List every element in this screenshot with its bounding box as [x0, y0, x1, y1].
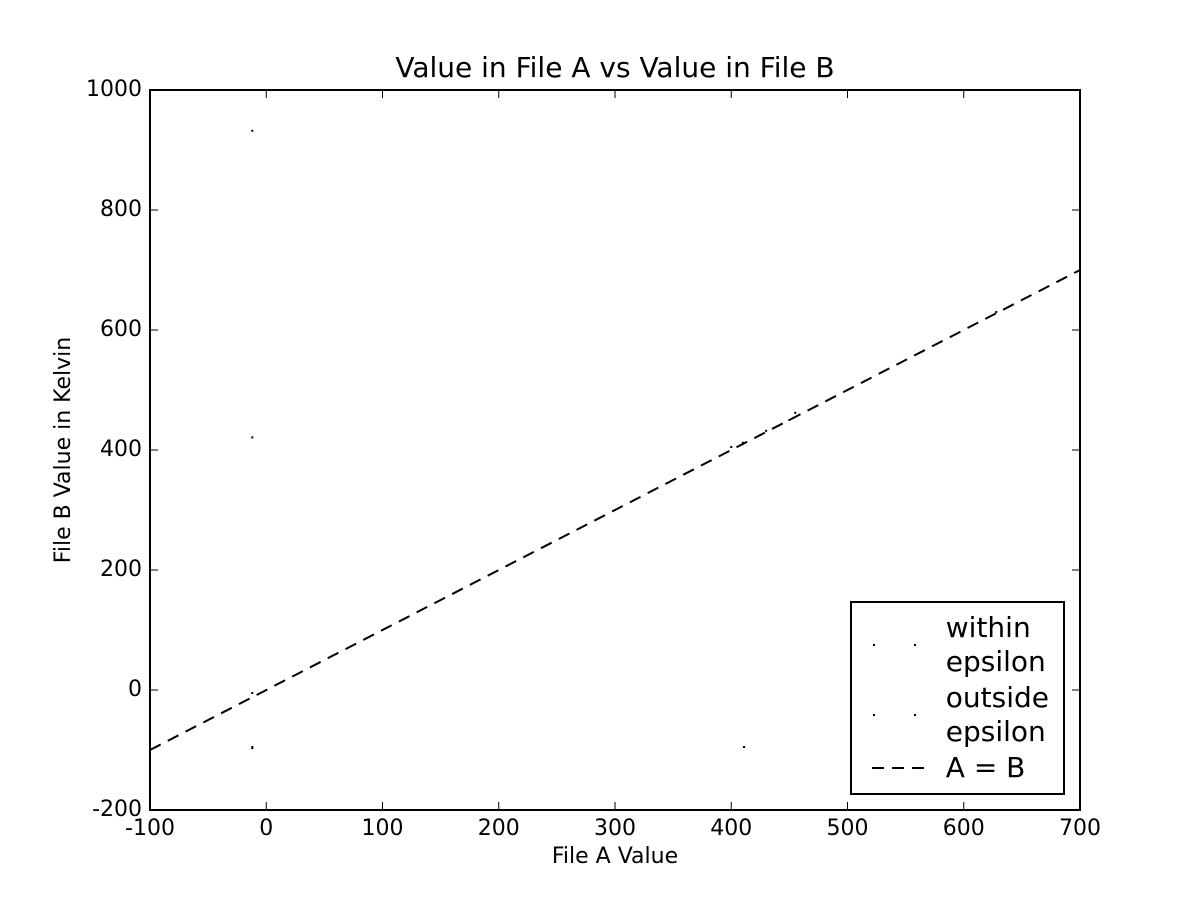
legend-marker — [913, 644, 916, 646]
plot-area — [150, 129, 1080, 751]
scatter-point — [251, 746, 254, 748]
legend-label: outside epsilon — [945, 681, 1049, 748]
x-axis-label: File A Value — [552, 844, 678, 869]
x-tick-label: 700 — [1059, 816, 1101, 841]
plot-frame — [149, 89, 1081, 811]
scatter-point — [794, 411, 797, 414]
scatter-point — [765, 429, 768, 432]
scatter-point — [741, 441, 744, 444]
y-tick-label: -200 — [92, 797, 142, 822]
scatter-point — [251, 692, 254, 694]
x-tick-label: 200 — [478, 816, 520, 841]
x-tick-label: 300 — [594, 816, 636, 841]
legend-entry: A = B — [868, 751, 1049, 785]
y-axis-label: File B Value in Kelvin — [51, 337, 76, 563]
y-tick-label: 400 — [100, 437, 142, 462]
legend-symbol — [872, 714, 916, 716]
x-tick-label: 100 — [362, 816, 404, 841]
y-tick-label: 800 — [100, 197, 142, 222]
y-tick-label: 200 — [100, 557, 142, 582]
scatter-point — [251, 747, 254, 750]
line — [150, 269, 1080, 751]
y-tick-label: 0 — [128, 677, 142, 702]
x-tick-label: -100 — [125, 816, 175, 841]
y-tick-label: 1000 — [86, 77, 142, 102]
legend-marker — [872, 714, 875, 716]
legend-label: A = B — [945, 751, 1026, 784]
scatter-point — [788, 419, 791, 421]
scatter-point — [995, 311, 998, 313]
scatter-point — [251, 129, 254, 132]
scatter-point — [743, 746, 746, 748]
chart-title: Value in File A vs Value in File B — [395, 51, 834, 84]
scatter-point — [730, 446, 733, 448]
x-tick-label: 0 — [259, 816, 273, 841]
legend: within epsilon outside epsilon A = B — [849, 601, 1065, 795]
legend-marker — [872, 644, 875, 646]
x-tick-label: 400 — [710, 816, 752, 841]
legend-symbol — [871, 767, 924, 769]
legend-label: within epsilon — [945, 611, 1046, 678]
legend-entry: outside epsilon — [868, 681, 1049, 749]
legend-symbol — [872, 644, 916, 646]
y-tick-label: 600 — [100, 317, 142, 342]
x-tick-label: 500 — [827, 816, 869, 841]
scatter-point — [251, 436, 254, 439]
legend-entry: within epsilon — [868, 611, 1049, 679]
x-tick-label: 600 — [943, 816, 985, 841]
legend-marker — [913, 714, 916, 716]
